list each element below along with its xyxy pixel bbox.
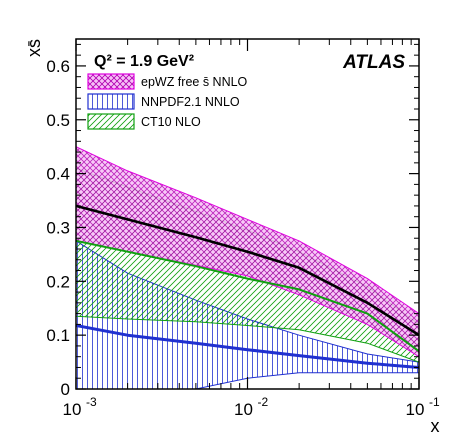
x-tick-label: 10 bbox=[63, 400, 82, 419]
band-vertical bbox=[76, 240, 419, 389]
x-tick-label: 10 bbox=[406, 400, 425, 419]
central-line-diagonal bbox=[76, 239, 419, 353]
y-tick-label: 0.5 bbox=[46, 111, 70, 130]
legend-swatch-vertical bbox=[87, 93, 135, 110]
x-tick-label-exponent: -1 bbox=[429, 395, 440, 409]
atlas-label: ATLAS bbox=[342, 52, 405, 73]
legend-label-vertical: NNPDF2.1 NNLO bbox=[141, 95, 240, 109]
y-tick-label: 0.6 bbox=[46, 57, 70, 76]
x-tick-label-exponent: -2 bbox=[258, 395, 269, 409]
y-tick-label: 0.4 bbox=[46, 165, 70, 184]
y-tick-label: 0.3 bbox=[46, 218, 70, 237]
x-tick-label-exponent: -3 bbox=[86, 395, 97, 409]
legend-label-diagonal: CT10 NLO bbox=[141, 115, 201, 129]
band-lower-edge-diagonal bbox=[76, 315, 419, 363]
y-tick-labels: 0 0.1 0.2 0.3 0.4 0.5 0.6 bbox=[46, 57, 70, 399]
x-tick-label: 10 bbox=[234, 400, 253, 419]
x-tick-labels: 10 -3 10 -2 10 -1 bbox=[63, 395, 440, 419]
legend-swatch-crosshatch bbox=[87, 73, 135, 90]
x-axis-label: x bbox=[431, 416, 440, 436]
y-tick-label: 0.2 bbox=[46, 272, 70, 291]
y-axis-label: xs̄ bbox=[24, 39, 44, 57]
legend-swatch-diagonal bbox=[87, 113, 135, 130]
q2-annotation: Q² = 1.9 GeV² bbox=[94, 53, 194, 70]
central-line-vertical bbox=[76, 324, 419, 369]
legend-label-crosshatch: epWZ free s̄ NNLO bbox=[141, 75, 248, 89]
central-line-crosshatch bbox=[76, 204, 419, 337]
ticks-layer bbox=[75, 39, 420, 390]
bands-layer bbox=[76, 146, 419, 389]
y-tick-label: 0.1 bbox=[46, 326, 70, 345]
band-upper-edge-crosshatch bbox=[76, 146, 419, 315]
legend: epWZ free s̄ NNLO NNPDF2.1 NNLO CT10 NLO bbox=[87, 73, 248, 130]
y-tick-label: 0 bbox=[61, 380, 70, 399]
